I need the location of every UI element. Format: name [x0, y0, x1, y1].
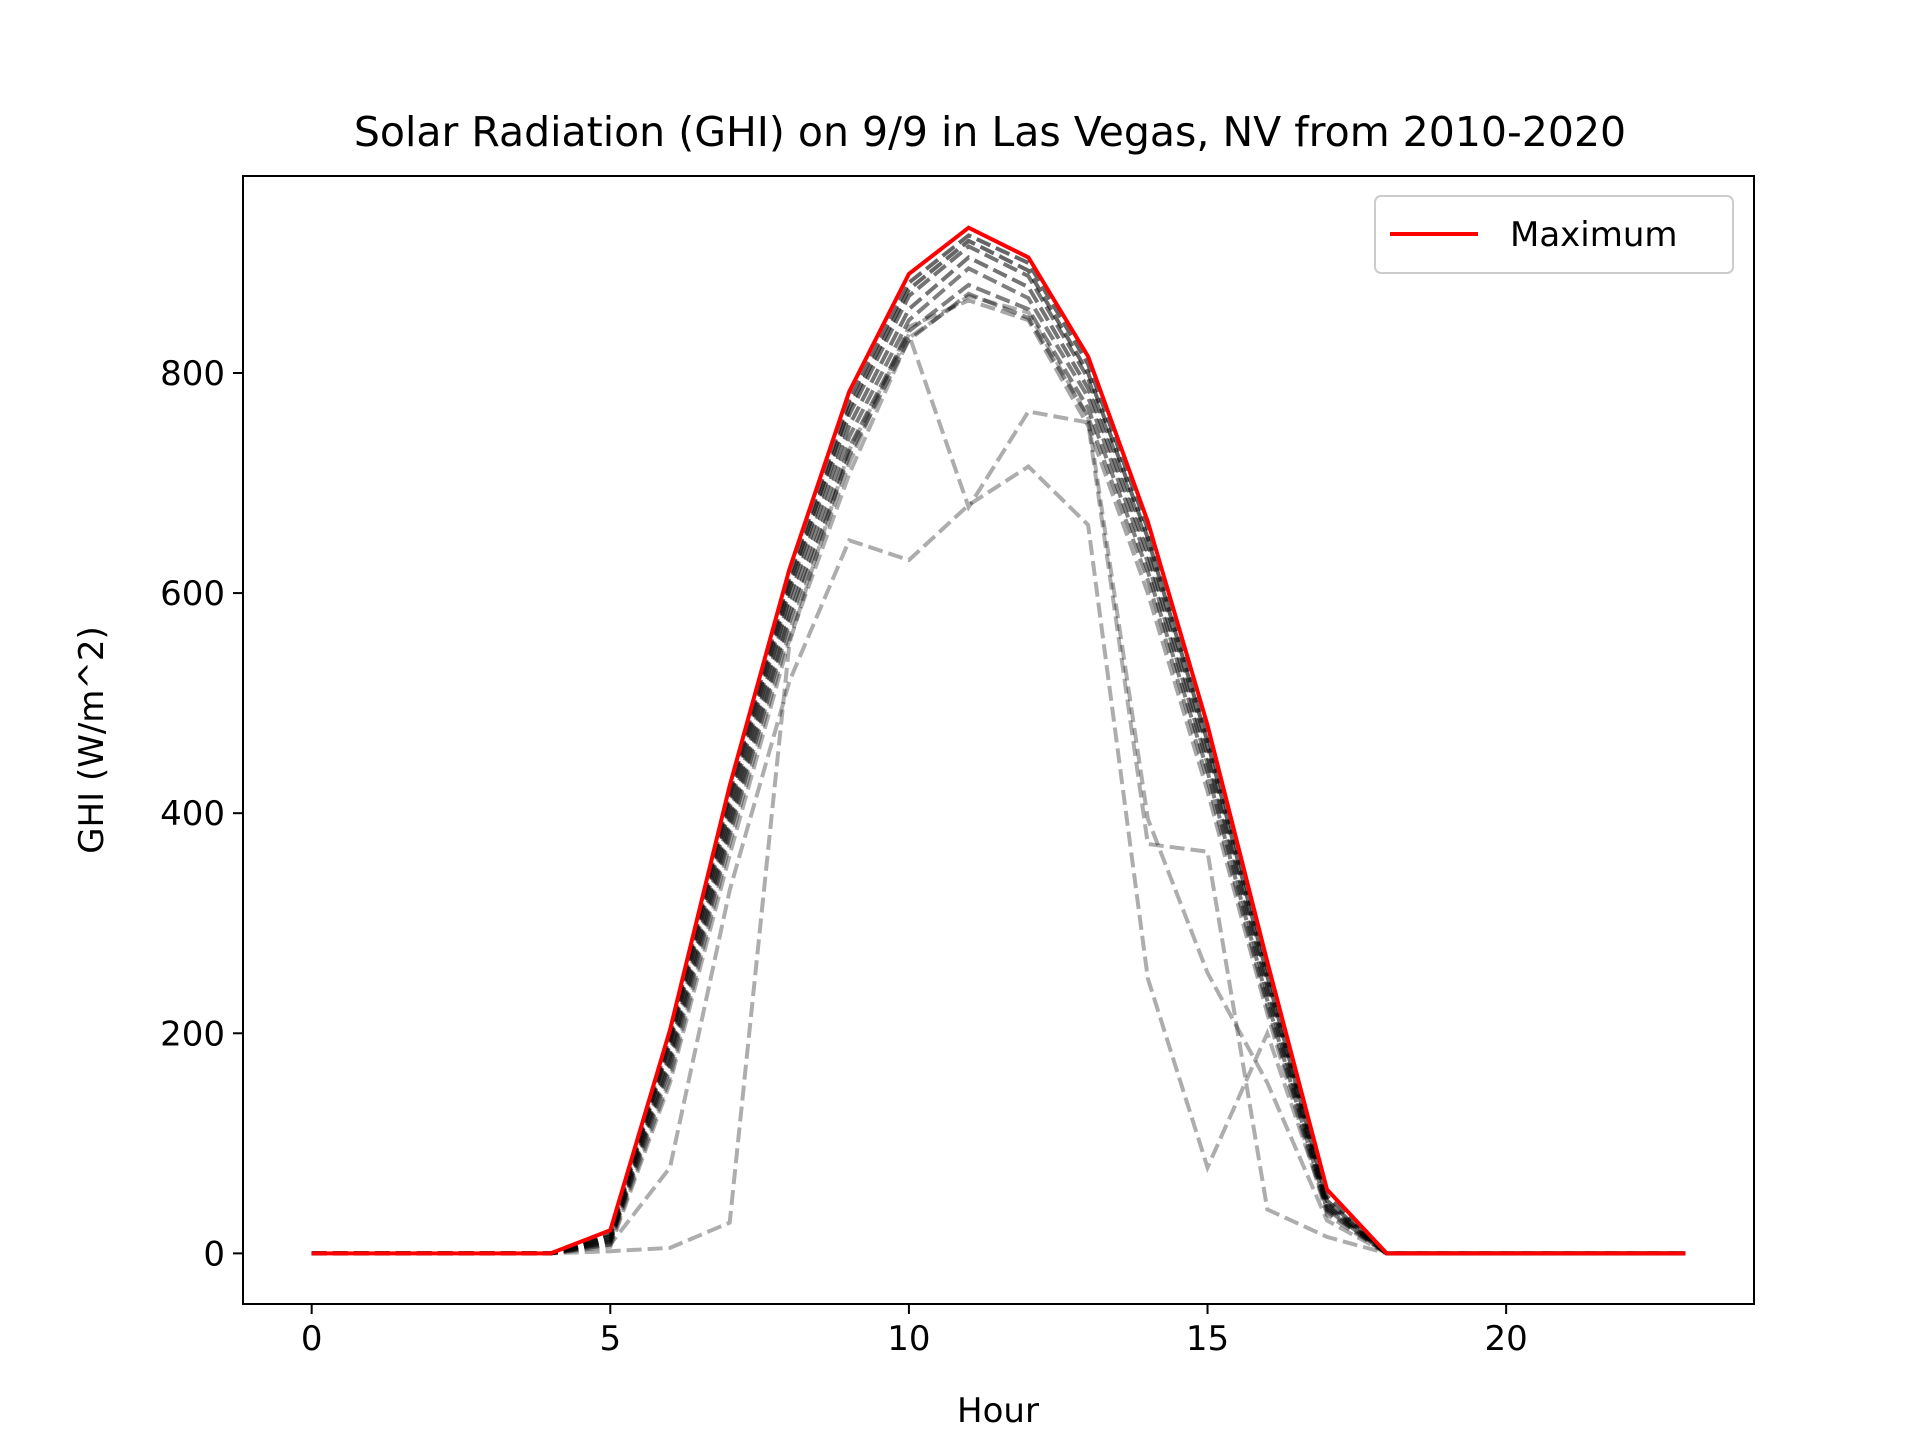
year-series-line-4	[311, 255, 1686, 1256]
y-tick-label: 400	[160, 794, 225, 834]
year-series-line-1	[311, 233, 1686, 1256]
y-tick-label: 800	[160, 354, 225, 394]
x-axis-label: Hour	[957, 1391, 1039, 1431]
legend-entry-maximum: Maximum	[1510, 215, 1678, 255]
series-layer	[311, 233, 1686, 1256]
y-tick-label: 200	[160, 1014, 225, 1054]
x-tick-label: 20	[1485, 1319, 1528, 1359]
plot-frame	[242, 175, 1755, 1305]
x-axis: 0 5 10 15 20	[301, 1304, 1528, 1359]
x-tick-label: 10	[887, 1319, 930, 1359]
y-tick-label: 0	[203, 1234, 225, 1274]
y-tick-label: 600	[160, 574, 225, 614]
chart-title: Solar Radiation (GHI) on 9/9 in Las Vega…	[354, 108, 1626, 156]
y-axis: 0 200 400 600 800	[160, 354, 243, 1274]
x-tick-label: 5	[599, 1319, 621, 1359]
maximum-layer	[311, 225, 1686, 1256]
year-series-line-11	[311, 293, 1686, 1256]
x-tick-label: 0	[301, 1319, 323, 1359]
year-series-line-10	[311, 329, 1686, 1256]
maximum-series-line	[311, 225, 1686, 1256]
y-axis-label: GHI (W/m^2)	[72, 626, 112, 854]
year-series-line-6	[311, 282, 1686, 1256]
year-series-line-7	[311, 291, 1686, 1256]
year-series-line-9	[311, 463, 1686, 1256]
year-series-line-8	[311, 298, 1686, 1256]
x-tick-label: 15	[1186, 1319, 1229, 1359]
year-series-line-5	[311, 266, 1686, 1256]
year-series-line-2	[311, 238, 1686, 1256]
year-series-line-3	[311, 244, 1686, 1256]
legend: Maximum	[1374, 195, 1734, 274]
legend-box	[1374, 195, 1734, 274]
